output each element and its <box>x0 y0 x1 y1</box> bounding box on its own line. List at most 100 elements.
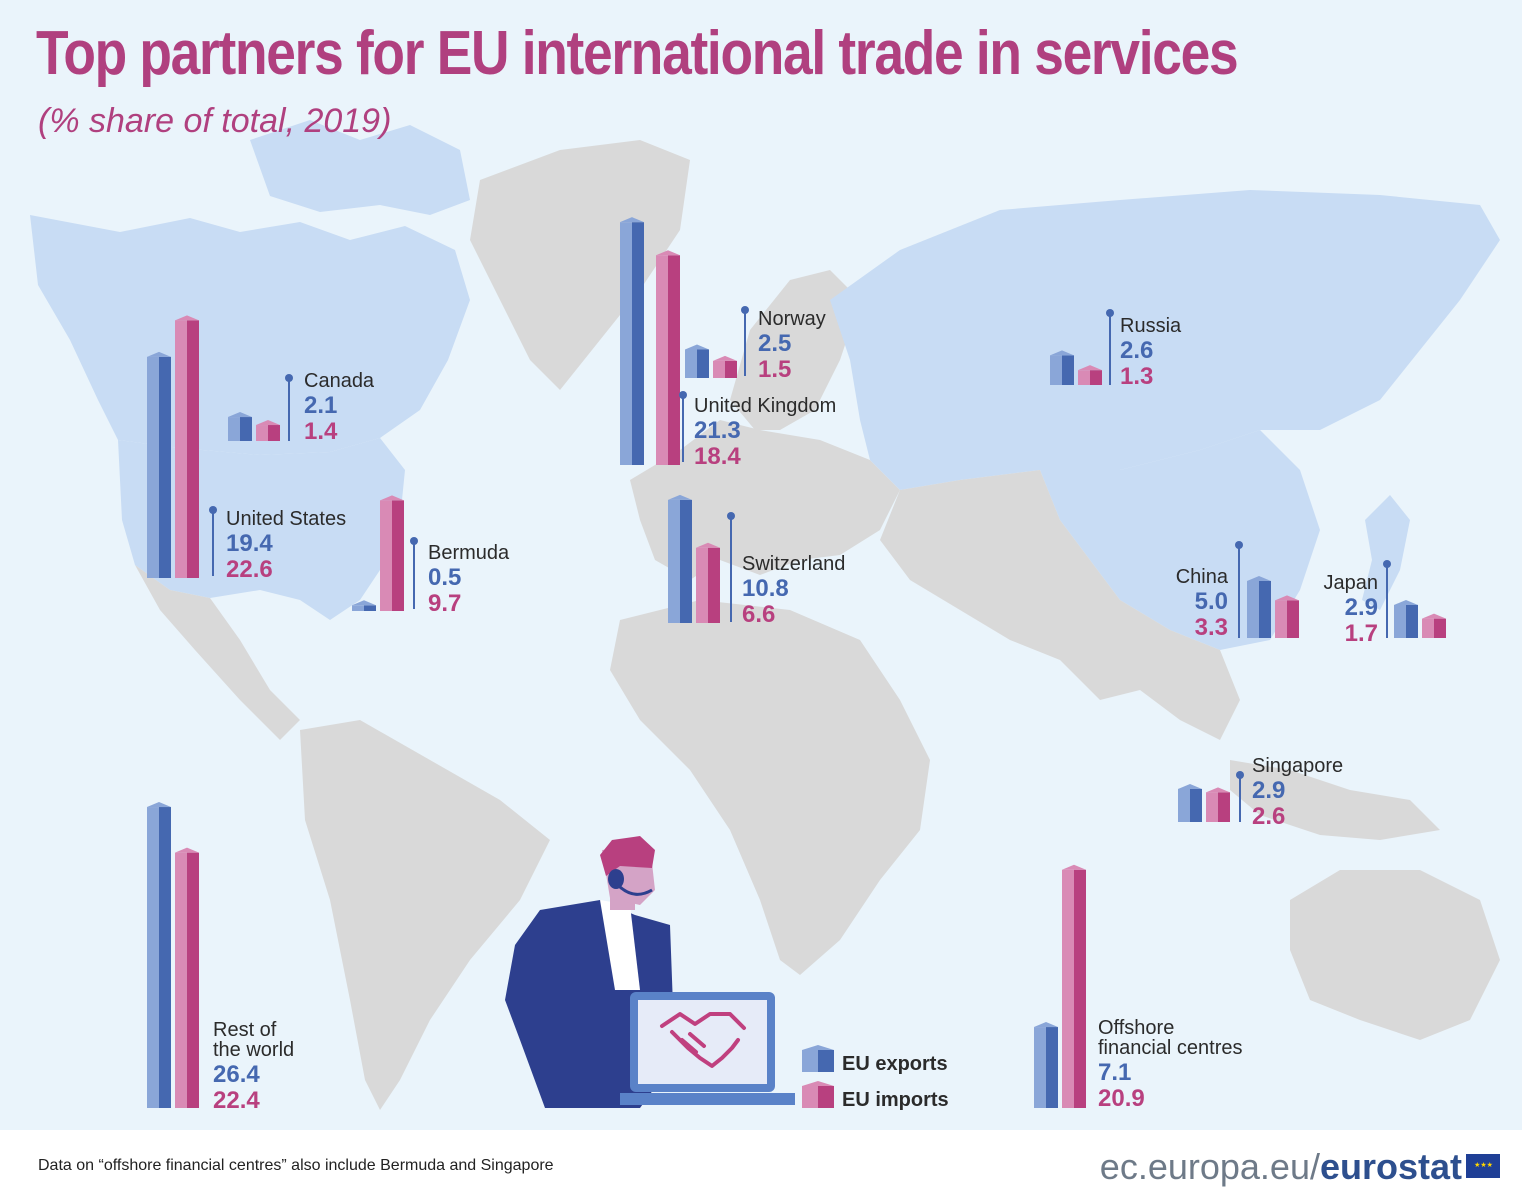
footer <box>0 1130 1522 1200</box>
value-exports-offshore-financial-centres: 7.1 <box>1098 1059 1131 1086</box>
leader-dot-singapore <box>1236 771 1244 779</box>
bar-imports-singapore <box>1206 787 1230 822</box>
legend-label-exports: EU exports <box>842 1053 948 1075</box>
bar-imports-china <box>1275 595 1299 638</box>
leader-dot-china <box>1235 541 1243 549</box>
partner-name-switzerland: Switzerland <box>742 553 845 575</box>
partner-name-norway: Norway <box>758 308 826 330</box>
landmass-australia <box>1290 870 1500 1040</box>
bar-imports-japan <box>1422 613 1446 638</box>
landmass-middle-east-asia <box>880 470 1240 740</box>
world-map <box>30 120 1500 1110</box>
value-imports-rest-of-the-world: 22.4 <box>213 1087 260 1114</box>
bar-exports-china <box>1247 576 1271 638</box>
leader-dot-united-states <box>209 506 217 514</box>
page-title: Top partners for EU international trade … <box>36 19 1239 88</box>
partner-name-china: China <box>1176 566 1229 588</box>
bar-exports-united-states <box>147 351 171 578</box>
value-imports-singapore: 2.6 <box>1252 803 1285 830</box>
footnote: Data on “offshore financial centres” als… <box>38 1157 554 1174</box>
landmass-europe <box>630 420 900 580</box>
bar-imports-united-kingdom <box>656 250 680 465</box>
legend-bar-exports <box>802 1045 834 1072</box>
bar-imports-canada <box>256 420 280 441</box>
value-imports-norway: 1.5 <box>758 356 791 383</box>
legend-bar-imports <box>802 1081 834 1108</box>
partner-name-singapore: Singapore <box>1252 755 1343 777</box>
landmass-greenland <box>470 140 690 390</box>
partner-name-rest-of-the-world-1: Rest of <box>213 1019 277 1041</box>
value-exports-norway: 2.5 <box>758 330 791 357</box>
landmass-canada <box>30 215 470 455</box>
legend-swatch-exports <box>802 1045 834 1072</box>
person-hair <box>600 836 655 876</box>
landmass-southeast-asia <box>1230 760 1440 840</box>
partner-name-united-kingdom: United Kingdom <box>694 395 836 417</box>
partner-name-offshore-financial-centres-1: Offshore <box>1098 1017 1174 1039</box>
value-imports-united-states: 22.6 <box>226 556 273 583</box>
landmass-japan <box>1362 495 1410 610</box>
leader-dot-bermuda <box>410 537 418 545</box>
bar-imports-rest-of-the-world <box>175 847 199 1108</box>
bar-imports-bermuda <box>380 495 404 611</box>
bar-exports-russia <box>1050 350 1074 385</box>
landmass-russia <box>830 190 1500 490</box>
value-imports-offshore-financial-centres: 20.9 <box>1098 1085 1145 1112</box>
value-exports-united-states: 19.4 <box>226 530 273 557</box>
laptop-icon <box>620 992 795 1105</box>
value-imports-bermuda: 9.7 <box>428 590 461 617</box>
leader-dot-united-kingdom <box>679 391 687 399</box>
bar-exports-offshore-financial-centres <box>1034 1022 1058 1108</box>
legend-swatch-imports <box>802 1081 834 1108</box>
value-exports-china: 5.0 <box>1195 588 1228 615</box>
partner-name-offshore-financial-centres-2: financial centres <box>1098 1037 1243 1059</box>
page-subtitle: (% share of total, 2019) <box>38 102 392 140</box>
bar-exports-rest-of-the-world <box>147 802 171 1108</box>
leader-dot-japan <box>1383 560 1391 568</box>
value-exports-rest-of-the-world: 26.4 <box>213 1061 260 1088</box>
bar-exports-japan <box>1394 599 1418 638</box>
value-exports-bermuda: 0.5 <box>428 564 461 591</box>
handshake-icon <box>660 1012 746 1068</box>
legend: EU exports EU imports <box>802 1045 949 1111</box>
partner-name-russia: Russia <box>1120 315 1182 337</box>
bar-imports-switzerland <box>696 542 720 623</box>
leader-dot-russia <box>1106 309 1114 317</box>
value-exports-japan: 2.9 <box>1345 594 1378 621</box>
bar-exports-singapore <box>1178 783 1202 822</box>
legend-label-imports: EU imports <box>842 1089 949 1111</box>
bar-exports-canada <box>228 412 252 441</box>
value-imports-canada: 1.4 <box>304 418 338 445</box>
partner-name-bermuda: Bermuda <box>428 542 510 564</box>
bar-imports-united-states <box>175 315 199 578</box>
bar-imports-offshore-financial-centres <box>1062 864 1086 1108</box>
bar-exports-switzerland <box>668 494 692 623</box>
value-imports-russia: 1.3 <box>1120 363 1153 390</box>
bar-exports-bermuda <box>352 600 376 611</box>
leader-dot-canada <box>285 374 293 382</box>
eurostat-brand: ec.europa.eu/eurostat <box>1100 1146 1462 1188</box>
landmass-mexico <box>135 565 300 740</box>
partner-name-canada: Canada <box>304 370 375 392</box>
value-exports-united-kingdom: 21.3 <box>694 417 741 444</box>
eu-flag-icon: ★ ★ ★ <box>1466 1154 1500 1178</box>
landmass-south-america <box>300 720 550 1110</box>
value-imports-japan: 1.7 <box>1345 620 1378 647</box>
value-imports-china: 3.3 <box>1195 614 1228 641</box>
value-exports-singapore: 2.9 <box>1252 777 1285 804</box>
bar-exports-united-kingdom <box>620 217 644 465</box>
value-imports-switzerland: 6.6 <box>742 601 775 628</box>
landmass-scandinavia <box>730 270 860 430</box>
leader-dot-switzerland <box>727 512 735 520</box>
bar-imports-russia <box>1078 365 1102 385</box>
headset-icon <box>608 869 653 896</box>
brand-name: eurostat <box>1319 1146 1462 1187</box>
value-exports-canada: 2.1 <box>304 392 337 419</box>
bar-imports-norway <box>713 355 737 378</box>
person-shirt <box>600 900 640 990</box>
bar-exports-norway <box>685 344 709 378</box>
landmass-arctic-islands <box>250 120 470 215</box>
value-exports-russia: 2.6 <box>1120 337 1153 364</box>
